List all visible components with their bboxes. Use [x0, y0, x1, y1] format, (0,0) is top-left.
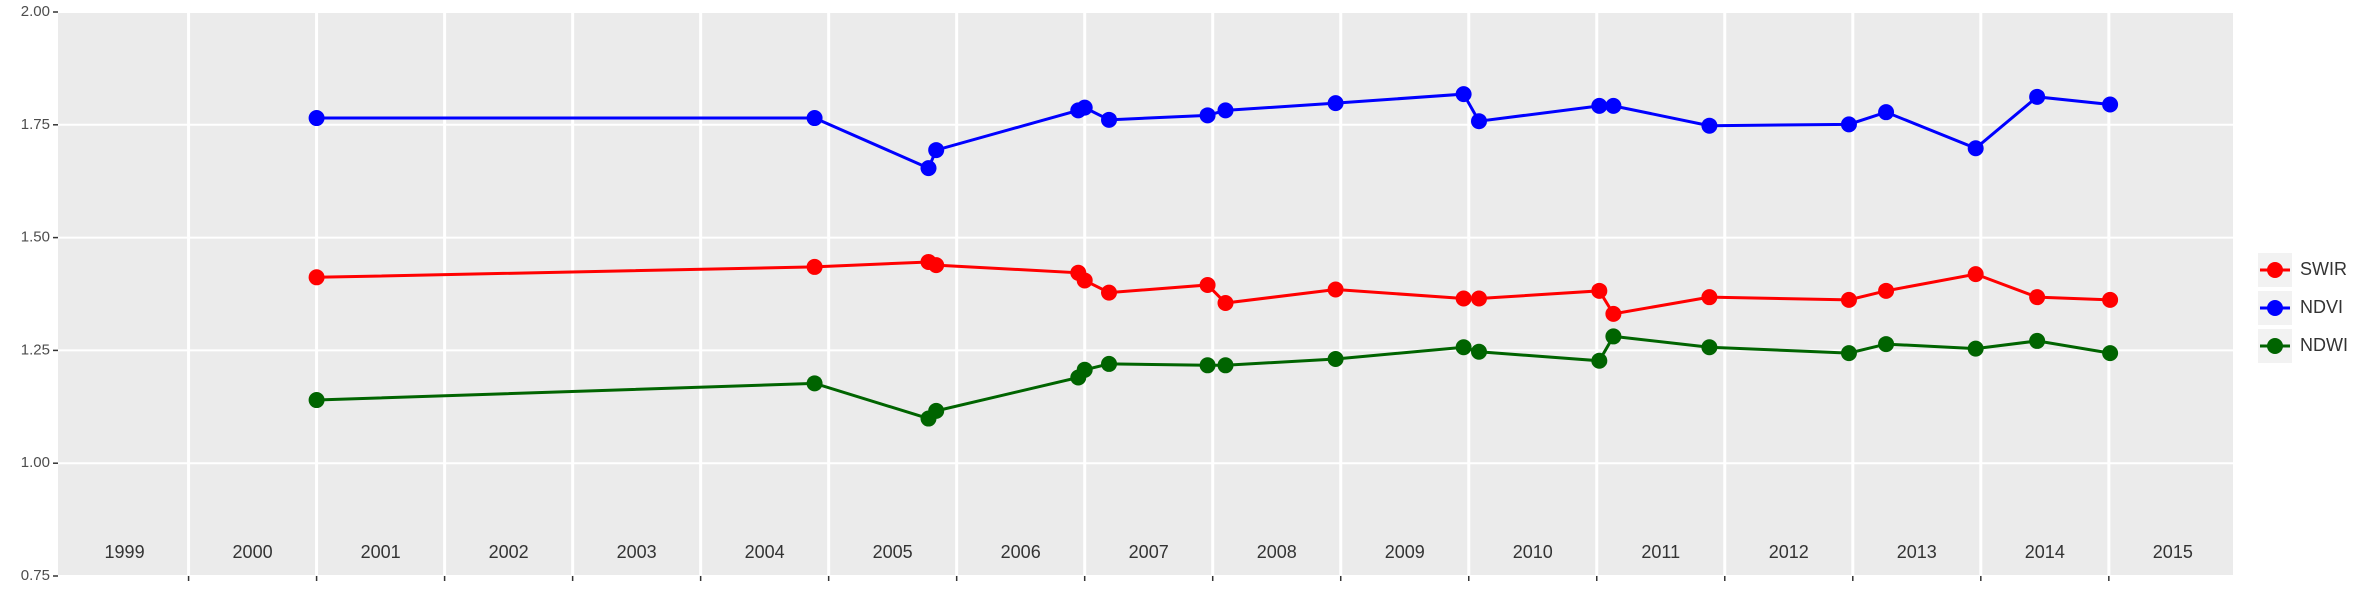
panel — [58, 12, 2233, 576]
point — [1701, 339, 1718, 356]
point — [1878, 104, 1895, 121]
point — [1101, 111, 1118, 128]
point — [1101, 355, 1118, 372]
point — [1217, 357, 1234, 374]
point — [1076, 99, 1093, 116]
x-tick-label: 2012 — [1769, 542, 1809, 562]
point — [806, 258, 823, 275]
point — [308, 269, 325, 286]
legend-label: NDWI — [2300, 335, 2348, 355]
point — [1076, 361, 1093, 378]
x-tick-label: 2003 — [617, 542, 657, 562]
y-tick-label: 1.00 — [21, 454, 50, 471]
x-tick-label: 2013 — [1897, 542, 1937, 562]
point — [1840, 345, 1857, 362]
point — [308, 392, 325, 409]
point — [1327, 95, 1344, 112]
point — [1217, 102, 1234, 119]
point — [928, 142, 945, 159]
point — [1470, 290, 1487, 307]
x-tick-label: 2000 — [233, 542, 273, 562]
point — [1327, 281, 1344, 298]
legend-point — [2267, 262, 2283, 278]
point — [2102, 345, 2119, 362]
x-tick-label: 2006 — [1001, 542, 1041, 562]
x-tick-label: 2011 — [1641, 542, 1680, 562]
point — [2029, 332, 2046, 349]
legend-point — [2267, 300, 2283, 316]
point — [928, 402, 945, 419]
point — [1199, 276, 1216, 293]
x-tick-label: 2001 — [361, 542, 401, 562]
x-tick-label: 2009 — [1385, 542, 1425, 562]
point — [308, 110, 325, 127]
point — [1605, 305, 1622, 322]
point — [1840, 291, 1857, 308]
point — [2029, 88, 2046, 105]
point — [1591, 282, 1608, 299]
point — [1455, 290, 1472, 307]
point — [1605, 328, 1622, 345]
point — [1967, 266, 1984, 283]
x-tick-label: 2014 — [2025, 542, 2065, 562]
y-tick-label: 0.75 — [21, 567, 50, 584]
x-tick-label: 2005 — [873, 542, 913, 562]
point — [920, 160, 937, 177]
point — [1455, 86, 1472, 103]
x-tick-label: 2002 — [489, 542, 529, 562]
x-tick-label: 2007 — [1129, 542, 1169, 562]
point — [1701, 117, 1718, 134]
point — [1591, 97, 1608, 114]
point — [1076, 272, 1093, 289]
x-tick-label: 2010 — [1513, 542, 1553, 562]
point — [2102, 96, 2119, 113]
y-tick-label: 1.75 — [21, 116, 50, 133]
point — [2029, 289, 2046, 306]
point — [2102, 291, 2119, 308]
point — [1967, 140, 1984, 157]
point — [1470, 343, 1487, 360]
point — [1878, 336, 1895, 353]
point — [1327, 350, 1344, 367]
point — [1701, 289, 1718, 306]
x-tick-label: 2008 — [1257, 542, 1297, 562]
y-tick-label: 2.00 — [21, 3, 50, 20]
point — [1840, 116, 1857, 133]
point — [1591, 352, 1608, 369]
point — [1199, 107, 1216, 124]
legend-label: SWIR — [2300, 259, 2347, 279]
point — [1199, 357, 1216, 374]
point — [1101, 284, 1118, 301]
x-tick-label: 1999 — [105, 542, 145, 562]
y-tick-label: 1.25 — [21, 341, 50, 358]
point — [1455, 339, 1472, 356]
point — [1878, 282, 1895, 299]
point — [1967, 340, 1984, 357]
point — [1217, 295, 1234, 312]
point — [1470, 113, 1487, 130]
legend-label: NDVI — [2300, 297, 2343, 317]
point — [806, 110, 823, 127]
point — [1605, 97, 1622, 114]
point — [806, 375, 823, 392]
point — [928, 257, 945, 274]
x-tick-label: 2004 — [745, 542, 785, 562]
x-tick-label: 2015 — [2153, 542, 2193, 562]
y-tick-label: 1.50 — [21, 229, 50, 246]
legend-point — [2267, 338, 2283, 354]
